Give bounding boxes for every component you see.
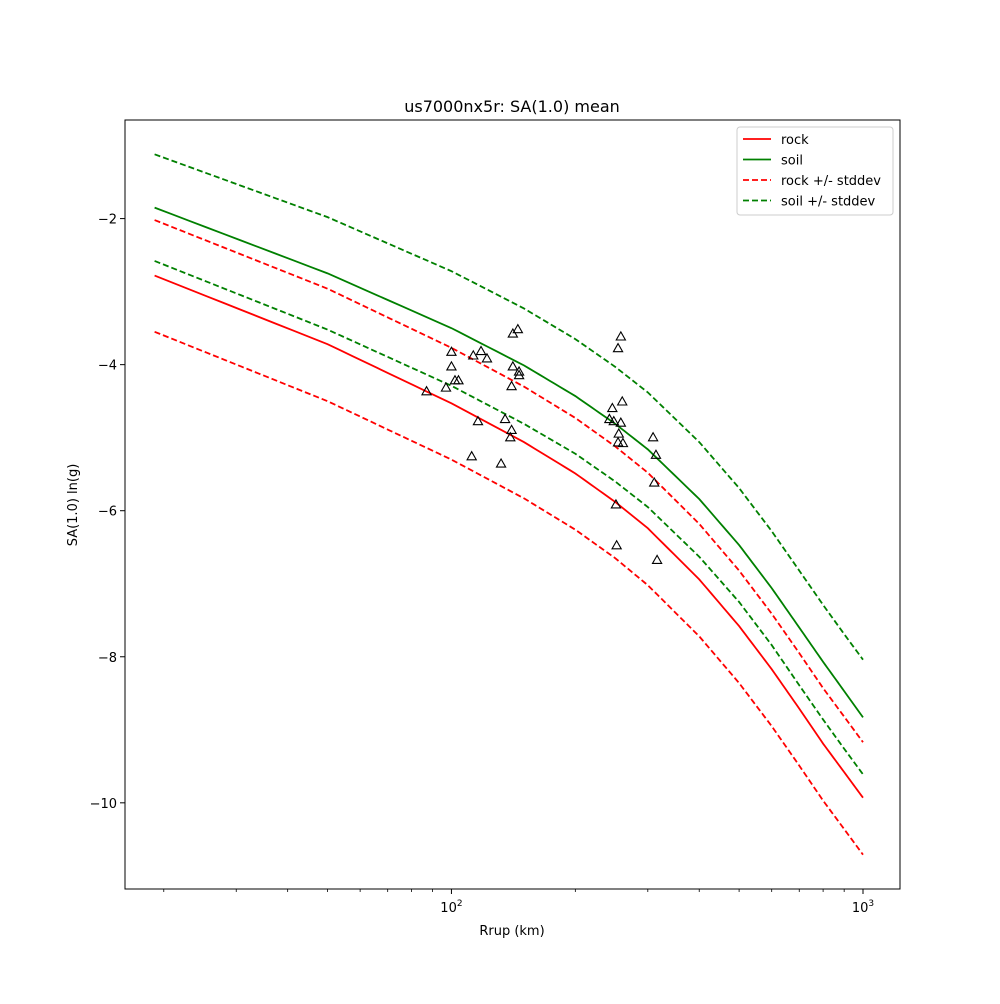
data-point <box>445 360 457 371</box>
y-tick-label: −8 <box>98 651 117 666</box>
x-tick-label: 102 <box>440 899 462 916</box>
y-axis: −10 −8 −6 −4 −2 <box>90 213 125 812</box>
data-point <box>608 415 620 426</box>
y-tick-label: −10 <box>90 797 117 812</box>
data-point <box>617 437 629 448</box>
data-point <box>610 498 622 509</box>
x-axis: 102 103 <box>163 889 874 916</box>
data-point <box>651 554 663 565</box>
series-line-4 <box>154 153 864 661</box>
data-point <box>466 450 478 461</box>
y-axis-label: SA(1.0) ln(g) <box>66 464 81 547</box>
data-point <box>481 352 493 363</box>
data-point <box>445 346 457 356</box>
x-tick-label: 103 <box>852 899 874 916</box>
data-point <box>506 424 518 435</box>
data-point <box>504 431 516 442</box>
plot-area <box>154 153 864 856</box>
data-point <box>440 381 452 392</box>
legend-label: rock +/- stddev <box>781 174 881 189</box>
data-point <box>650 449 662 459</box>
data-point <box>506 380 518 391</box>
data-point <box>613 427 625 438</box>
data-point <box>603 413 615 424</box>
series-line-0 <box>154 274 864 799</box>
data-point <box>615 416 627 427</box>
axes-frame <box>124 119 901 890</box>
series-line-1 <box>154 206 864 718</box>
data-point <box>513 369 525 380</box>
series-line-3 <box>154 330 864 856</box>
data-point <box>616 395 628 406</box>
data-point <box>472 415 484 426</box>
x-axis-label: Rrup (km) <box>479 924 544 939</box>
data-point <box>507 360 519 371</box>
data-point <box>495 457 507 468</box>
data-point <box>612 342 624 353</box>
legend: rock soil rock +/- stddev soil +/- stddev <box>736 126 894 216</box>
data-point <box>512 323 524 334</box>
data-point <box>648 476 660 487</box>
data-point <box>647 431 659 442</box>
series-line-5 <box>154 260 864 775</box>
data-point <box>475 345 487 356</box>
data-point <box>611 539 623 550</box>
data-point <box>452 374 464 385</box>
legend-label: rock <box>781 133 809 148</box>
data-point <box>513 365 525 376</box>
data-point <box>615 330 627 341</box>
chart-title: us7000nx5r: SA(1.0) mean <box>404 97 620 116</box>
data-point <box>612 436 624 447</box>
y-tick-label: −6 <box>98 505 117 520</box>
y-tick-label: −2 <box>98 213 117 228</box>
legend-label: soil +/- stddev <box>781 195 876 210</box>
data-point <box>421 385 433 396</box>
y-tick-label: −4 <box>98 359 117 374</box>
data-point <box>499 413 511 424</box>
series-line-2 <box>154 219 864 743</box>
data-point <box>467 349 479 360</box>
legend-box <box>736 126 894 216</box>
data-point <box>606 402 618 413</box>
legend-label: soil <box>781 154 803 169</box>
